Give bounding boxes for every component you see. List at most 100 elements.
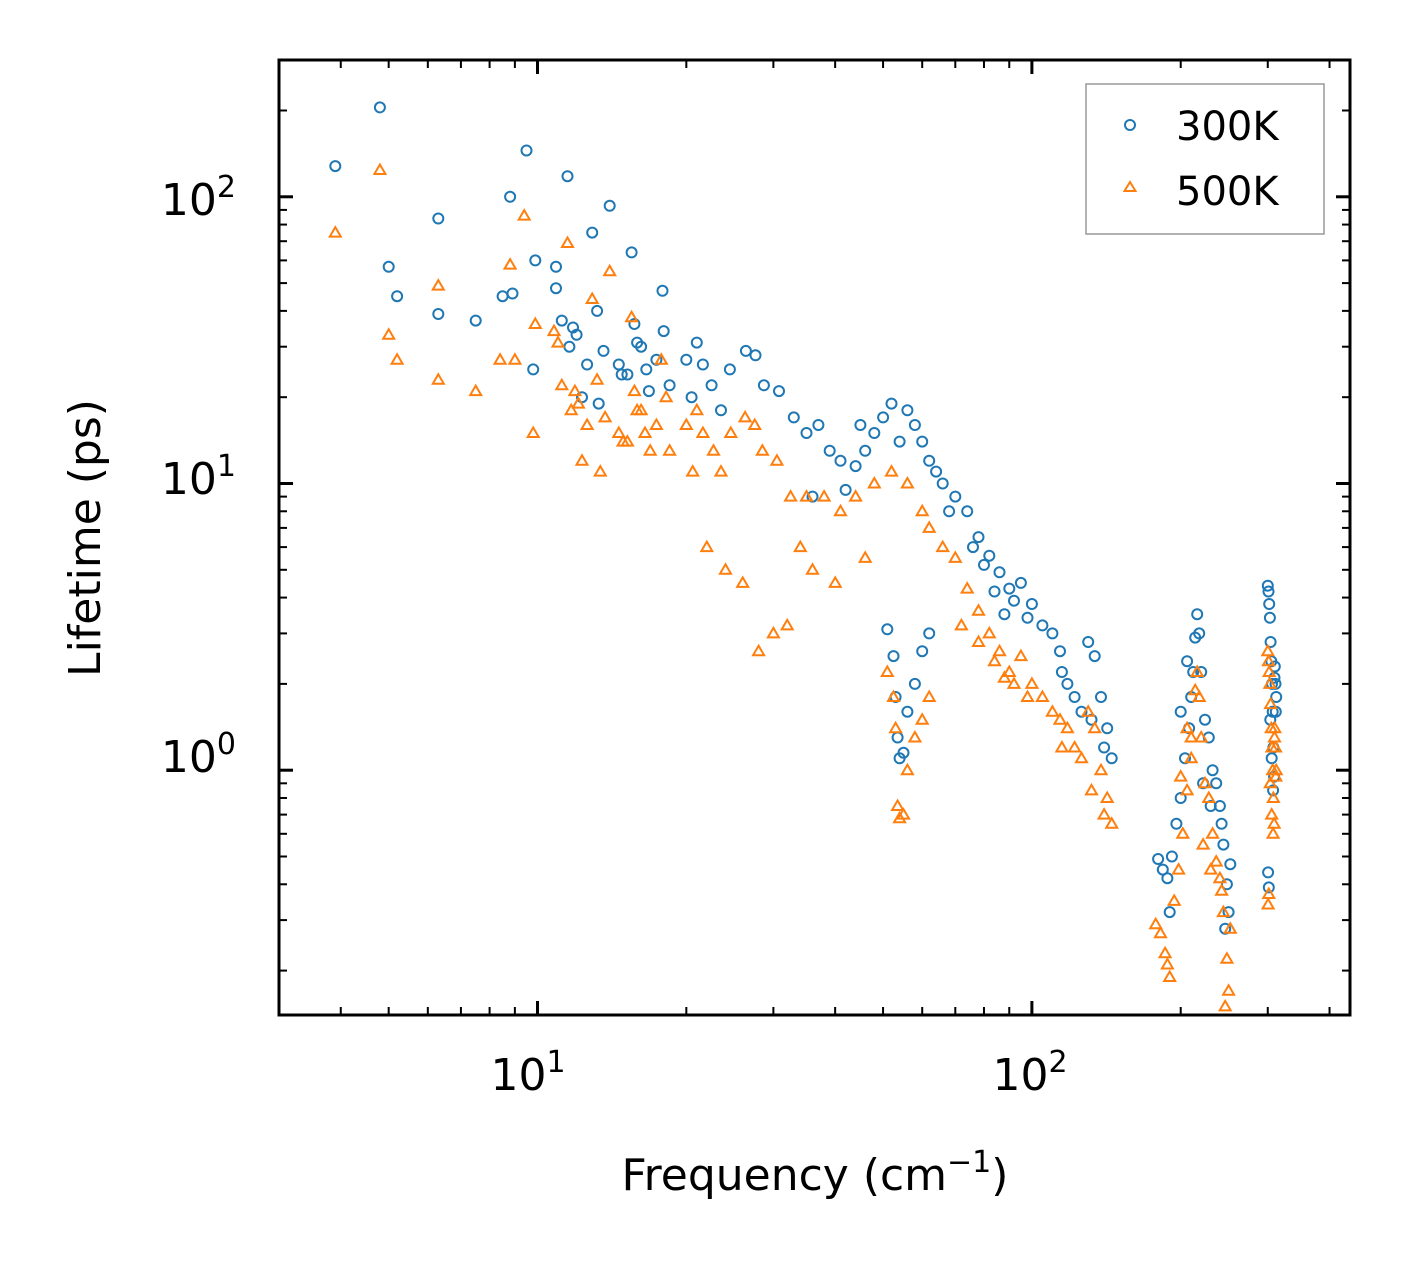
point-500k bbox=[516, 208, 532, 221]
point-500k bbox=[1067, 740, 1082, 753]
point-500k bbox=[1221, 983, 1236, 996]
point-300k bbox=[1262, 585, 1275, 598]
point-500k bbox=[560, 235, 575, 248]
point-500k bbox=[982, 625, 997, 639]
point-300k bbox=[1191, 608, 1204, 621]
point-500k bbox=[892, 810, 907, 824]
point-300k bbox=[1181, 655, 1194, 668]
point-300k bbox=[1008, 594, 1020, 607]
point-500k bbox=[1179, 720, 1195, 734]
point-300k bbox=[469, 314, 482, 327]
y-tick-label-1: 101 bbox=[161, 449, 236, 505]
point-300k bbox=[908, 419, 921, 431]
point-300k bbox=[839, 483, 852, 496]
point-500k bbox=[1201, 790, 1217, 803]
point-300k bbox=[1101, 722, 1114, 735]
point-500k bbox=[637, 425, 653, 438]
point-500k bbox=[971, 634, 986, 647]
point-500k bbox=[1160, 957, 1175, 970]
point-500k bbox=[689, 402, 705, 416]
point-300k bbox=[723, 363, 736, 376]
point-500k bbox=[1216, 904, 1231, 918]
point-300k bbox=[885, 397, 898, 410]
point-300k bbox=[506, 287, 519, 300]
point-300k bbox=[1215, 817, 1228, 830]
point-500k bbox=[1166, 893, 1182, 906]
point-300k bbox=[812, 419, 825, 431]
point-300k bbox=[550, 260, 562, 273]
point-300k bbox=[635, 340, 648, 353]
point-500k bbox=[1263, 696, 1278, 710]
point-300k bbox=[628, 318, 641, 330]
point-500k bbox=[528, 316, 543, 329]
point-500k bbox=[1074, 750, 1089, 764]
point-500k bbox=[1148, 916, 1163, 930]
point-300k bbox=[715, 404, 727, 417]
point-500k bbox=[389, 352, 405, 365]
point-300k bbox=[1055, 666, 1068, 678]
point-300k bbox=[432, 212, 445, 225]
point-300k bbox=[1199, 713, 1211, 726]
point-500k bbox=[713, 464, 729, 477]
point-500k bbox=[649, 417, 664, 430]
point-500k bbox=[890, 798, 905, 811]
y-tick-label-2: 102 bbox=[161, 170, 236, 226]
point-500k bbox=[769, 453, 785, 466]
point-500k bbox=[1020, 689, 1035, 702]
point-300k bbox=[972, 531, 985, 544]
point-300k bbox=[1174, 705, 1187, 718]
point-300k bbox=[868, 427, 881, 439]
point-500k bbox=[1183, 730, 1199, 743]
point-300k bbox=[642, 385, 655, 398]
point-500k bbox=[431, 372, 446, 385]
point-500k bbox=[1183, 750, 1199, 764]
point-300k bbox=[1261, 579, 1274, 592]
point-300k bbox=[930, 465, 943, 478]
point-300k bbox=[1224, 858, 1237, 871]
point-500k bbox=[597, 409, 613, 423]
point-300k bbox=[949, 490, 962, 503]
point-500k bbox=[735, 575, 750, 588]
point-300k bbox=[1098, 741, 1111, 754]
point-500k bbox=[1006, 676, 1022, 689]
point-300k bbox=[685, 391, 698, 404]
point-500k bbox=[372, 162, 388, 175]
point-500k bbox=[662, 443, 677, 456]
legend: 300K 500K bbox=[1085, 83, 1325, 235]
point-500k bbox=[1187, 682, 1203, 696]
point-300k bbox=[329, 160, 342, 173]
point-500k bbox=[783, 489, 798, 502]
point-300k bbox=[705, 379, 718, 392]
point-300k bbox=[1163, 906, 1176, 919]
point-300k bbox=[1095, 691, 1107, 703]
point-500k bbox=[1099, 790, 1115, 803]
point-300k bbox=[680, 353, 693, 366]
point-500k bbox=[921, 689, 937, 702]
point-500k bbox=[1203, 862, 1218, 875]
point-300k bbox=[1206, 764, 1219, 777]
point-500k bbox=[695, 425, 711, 438]
point-500k bbox=[1002, 664, 1017, 677]
point-300k bbox=[1152, 853, 1165, 865]
point-500k bbox=[723, 425, 739, 438]
point-300k bbox=[1270, 691, 1283, 703]
y-tick-label-0: 100 bbox=[161, 727, 236, 783]
point-300k bbox=[1174, 792, 1187, 804]
point-300k bbox=[916, 645, 929, 658]
point-300k bbox=[849, 460, 862, 473]
point-500k bbox=[805, 562, 820, 575]
point-300k bbox=[591, 304, 604, 317]
point-500k bbox=[468, 383, 483, 397]
point-500k bbox=[997, 670, 1012, 683]
point-500k bbox=[1013, 648, 1029, 662]
point-300k bbox=[603, 199, 616, 212]
point-500k bbox=[502, 257, 518, 270]
point-500k bbox=[900, 762, 915, 776]
point-300k bbox=[1161, 872, 1174, 885]
legend-label-500k: 500K bbox=[1176, 169, 1280, 215]
point-300k bbox=[901, 705, 914, 718]
point-300k bbox=[373, 101, 386, 114]
point-500k bbox=[633, 402, 649, 416]
point-500k bbox=[1268, 762, 1284, 776]
point-500k bbox=[431, 278, 446, 291]
